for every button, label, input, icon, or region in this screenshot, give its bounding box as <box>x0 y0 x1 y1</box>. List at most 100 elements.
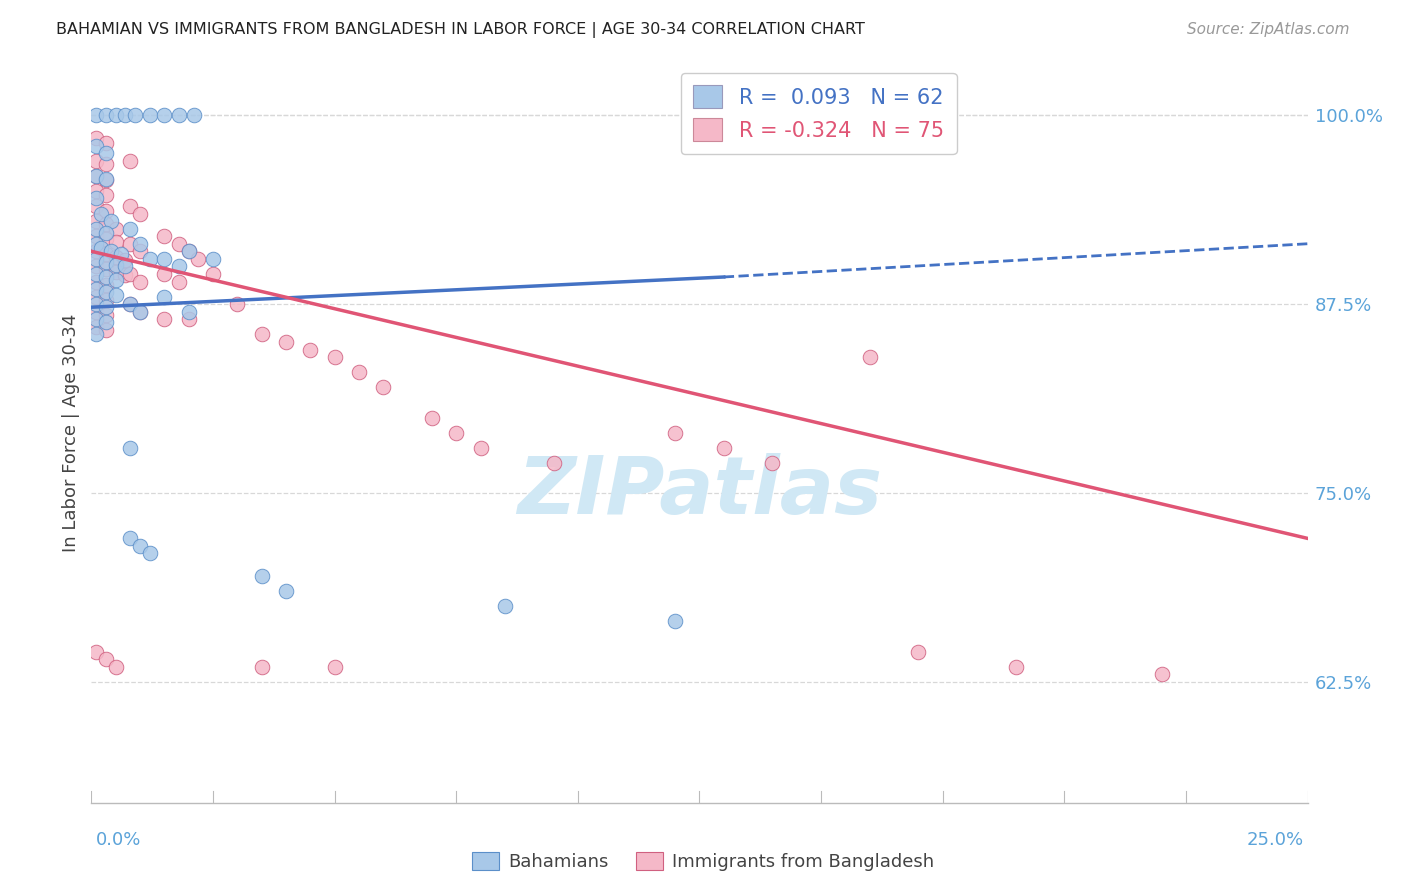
Point <box>94 173 117 187</box>
Text: Source: ZipAtlas.com: Source: ZipAtlas.com <box>1187 22 1350 37</box>
Point <box>84 108 107 122</box>
Point <box>94 293 117 307</box>
Point <box>373 380 395 394</box>
Text: BAHAMIAN VS IMMIGRANTS FROM BANGLADESH IN LABOR FORCE | AGE 30-34 CORRELATION CH: BAHAMIAN VS IMMIGRANTS FROM BANGLADESH I… <box>56 22 865 38</box>
Point <box>274 584 297 599</box>
Point <box>139 108 162 122</box>
Point <box>84 252 107 266</box>
Point <box>94 108 117 122</box>
Legend: R =  0.093   N = 62, R = -0.324   N = 75: R = 0.093 N = 62, R = -0.324 N = 75 <box>681 73 956 153</box>
Point <box>129 206 152 220</box>
Point <box>470 441 492 455</box>
Point <box>84 319 107 334</box>
Point <box>761 456 783 470</box>
Point <box>494 599 516 614</box>
Point <box>84 267 107 281</box>
Point <box>100 214 122 228</box>
Point <box>84 221 107 235</box>
Point <box>114 108 136 122</box>
Point <box>323 660 346 674</box>
Point <box>167 260 190 274</box>
Point <box>129 304 152 318</box>
Point <box>94 300 117 314</box>
Point <box>153 252 176 266</box>
Point <box>153 108 176 122</box>
Point <box>94 262 117 277</box>
Point <box>84 304 107 318</box>
Point <box>167 275 190 289</box>
Point <box>104 251 127 265</box>
Point <box>114 253 136 268</box>
Point <box>226 297 249 311</box>
Point <box>84 169 107 183</box>
Point <box>94 146 117 161</box>
Point <box>120 221 142 235</box>
Point <box>104 288 127 302</box>
Point <box>120 236 142 251</box>
Point <box>202 267 225 281</box>
Point <box>94 203 117 218</box>
Point <box>94 217 117 231</box>
Point <box>104 221 127 235</box>
Point <box>139 252 162 266</box>
Point <box>84 138 107 153</box>
Point <box>84 199 107 213</box>
Point <box>84 327 107 342</box>
Point <box>84 153 107 168</box>
Point <box>84 297 107 311</box>
Point <box>94 232 117 246</box>
Point <box>177 312 200 326</box>
Point <box>299 343 322 357</box>
Point <box>94 136 117 150</box>
Point <box>120 532 142 546</box>
Point <box>129 244 152 259</box>
Point <box>94 247 117 261</box>
Point <box>94 226 117 240</box>
Point <box>94 308 117 322</box>
Point <box>129 539 152 553</box>
Point <box>274 334 297 349</box>
Text: 0.0%: 0.0% <box>96 831 141 849</box>
Point <box>177 244 200 259</box>
Point <box>94 285 117 299</box>
Point <box>94 255 117 269</box>
Point <box>153 312 176 326</box>
Point <box>94 652 117 666</box>
Point <box>94 188 117 202</box>
Point <box>250 327 273 342</box>
Point <box>167 108 190 122</box>
Point <box>120 297 142 311</box>
Point <box>104 235 127 250</box>
Point <box>347 365 370 379</box>
Point <box>139 547 162 561</box>
Point <box>94 171 117 186</box>
Point <box>120 153 142 168</box>
Point <box>114 268 136 283</box>
Point <box>444 425 467 440</box>
Point <box>664 425 686 440</box>
Point <box>129 236 152 251</box>
Y-axis label: In Labor Force | Age 30-34: In Labor Force | Age 30-34 <box>62 313 80 552</box>
Point <box>84 131 107 145</box>
Point <box>114 260 136 274</box>
Point <box>1150 667 1173 681</box>
Point <box>543 456 565 470</box>
Point <box>120 441 142 455</box>
Point <box>84 312 107 326</box>
Point <box>100 244 122 259</box>
Point <box>250 660 273 674</box>
Point <box>84 184 107 198</box>
Point <box>84 260 107 274</box>
Point <box>84 282 107 296</box>
Point <box>104 265 127 279</box>
Point <box>94 315 117 329</box>
Point <box>90 241 112 255</box>
Text: ZIPatlas: ZIPatlas <box>517 453 882 531</box>
Point <box>120 267 142 281</box>
Point <box>110 247 132 261</box>
Point <box>187 252 209 266</box>
Point <box>84 191 107 205</box>
Point <box>94 277 117 292</box>
Point <box>167 236 190 251</box>
Point <box>84 275 107 289</box>
